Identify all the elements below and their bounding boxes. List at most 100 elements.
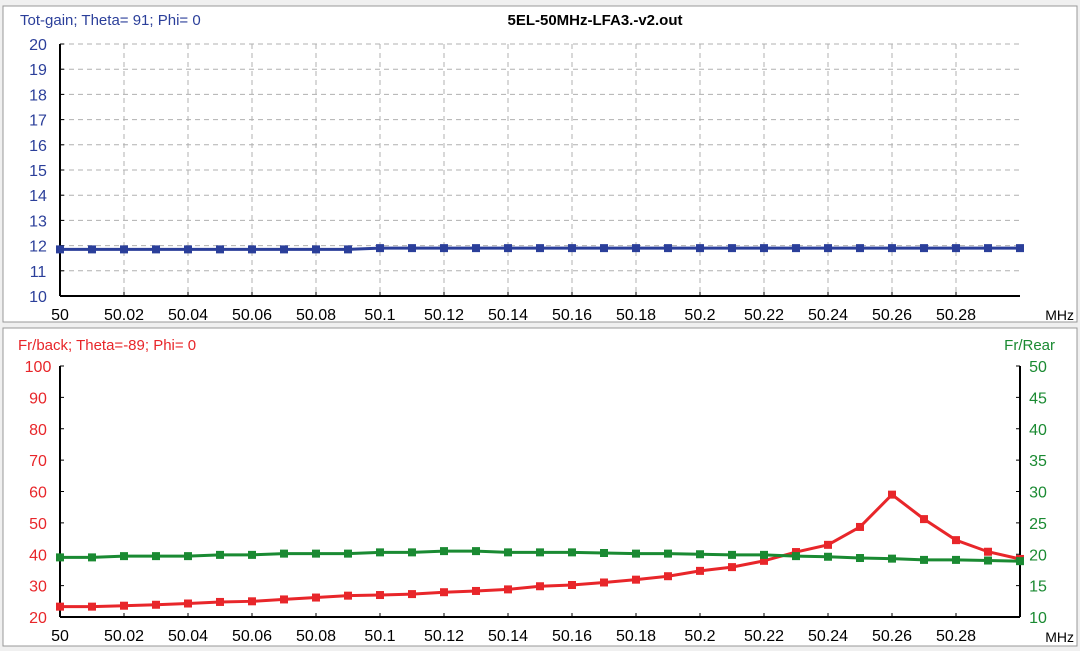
y-tick-label: 16 [29,138,47,155]
data-point [984,547,992,556]
x-tick-label: 50.12 [424,628,464,645]
y-tick-label: 70 [29,453,47,470]
y-tick-label: 60 [29,485,47,502]
x-tick-label: 50.16 [552,628,592,645]
x-tick-label: 50.24 [808,628,848,645]
data-point [376,548,384,557]
data-point [536,582,544,591]
data-point [408,244,416,253]
data-point [1016,244,1024,253]
x-tick-label: 50.18 [616,628,656,645]
y2-tick-label: 30 [1029,485,1047,502]
data-point [280,245,288,254]
y-tick-label: 13 [29,213,47,230]
data-point [536,548,544,557]
y-tick-label: 12 [29,239,47,256]
data-point [632,244,640,253]
data-point [440,588,448,597]
data-point [312,245,320,254]
data-point [88,553,96,562]
y-tick-label: 17 [29,113,47,130]
data-point [664,572,672,581]
data-point [792,548,800,557]
data-point [344,549,352,558]
data-point [856,554,864,563]
y2-tick-label: 15 [1029,579,1047,596]
y-tick-label: 19 [29,62,47,79]
y-tick-label: 10 [29,289,47,306]
data-point [600,578,608,587]
data-point [952,244,960,253]
data-point [280,595,288,604]
x-tick-label: 50.18 [616,307,656,324]
x-tick-label: 50.16 [552,307,592,324]
data-point [760,244,768,253]
x-tick-label: 50.08 [296,307,336,324]
data-point [472,547,480,556]
bottom-ylabel: Fr/back; Theta=-89; Phi= 0 [18,337,196,354]
data-point [600,548,608,557]
data-point [952,555,960,564]
data-point [824,244,832,253]
data-point [696,244,704,253]
x-tick-label: 50.06 [232,628,272,645]
data-point [920,244,928,253]
data-point [920,555,928,564]
y-tick-label: 20 [29,610,47,627]
x-tick-label: 50.26 [872,307,912,324]
x-tick-label: 50.04 [168,307,208,324]
data-point [728,244,736,253]
top-panel [2,5,1078,323]
y2-tick-label: 20 [1029,547,1047,564]
data-point [856,244,864,253]
data-point [344,591,352,600]
data-point [152,552,160,561]
data-point [88,245,96,254]
bottom-panel [2,327,1078,647]
x-tick-label: 50.12 [424,307,464,324]
data-point [248,550,256,559]
data-point [88,602,96,611]
x-tick-label: 50.22 [744,307,784,324]
x-tick-label: 50.02 [104,307,144,324]
data-point [440,547,448,556]
data-point [184,552,192,561]
data-point [472,244,480,253]
data-point [248,245,256,254]
bottom-xlabel: MHz [1045,629,1074,645]
data-point [920,515,928,524]
y-tick-label: 100 [25,359,52,376]
x-tick-label: 50.2 [684,628,715,645]
x-tick-label: 50.28 [936,628,976,645]
data-point [568,548,576,557]
data-point [216,550,224,559]
y-tick-label: 30 [29,579,47,596]
data-point [760,550,768,559]
data-point [184,245,192,254]
data-point [56,553,64,562]
y-tick-label: 15 [29,163,47,180]
data-point [536,244,544,253]
data-point [184,599,192,608]
data-point [568,244,576,253]
data-point [248,597,256,606]
x-tick-label: 50.28 [936,307,976,324]
top-xlabel: MHz [1045,307,1074,323]
x-tick-label: 50 [51,307,69,324]
y2-tick-label: 10 [1029,610,1047,627]
y-tick-label: 50 [29,516,47,533]
data-point [984,244,992,253]
data-point [600,244,608,253]
data-point [120,245,128,254]
x-tick-label: 50.02 [104,628,144,645]
x-tick-label: 50.14 [488,628,528,645]
data-point [312,593,320,602]
data-point [696,566,704,575]
x-tick-label: 50.26 [872,628,912,645]
data-point [696,550,704,559]
data-point [152,600,160,609]
y2-tick-label: 40 [1029,422,1047,439]
data-point [824,540,832,549]
x-tick-label: 50.04 [168,628,208,645]
